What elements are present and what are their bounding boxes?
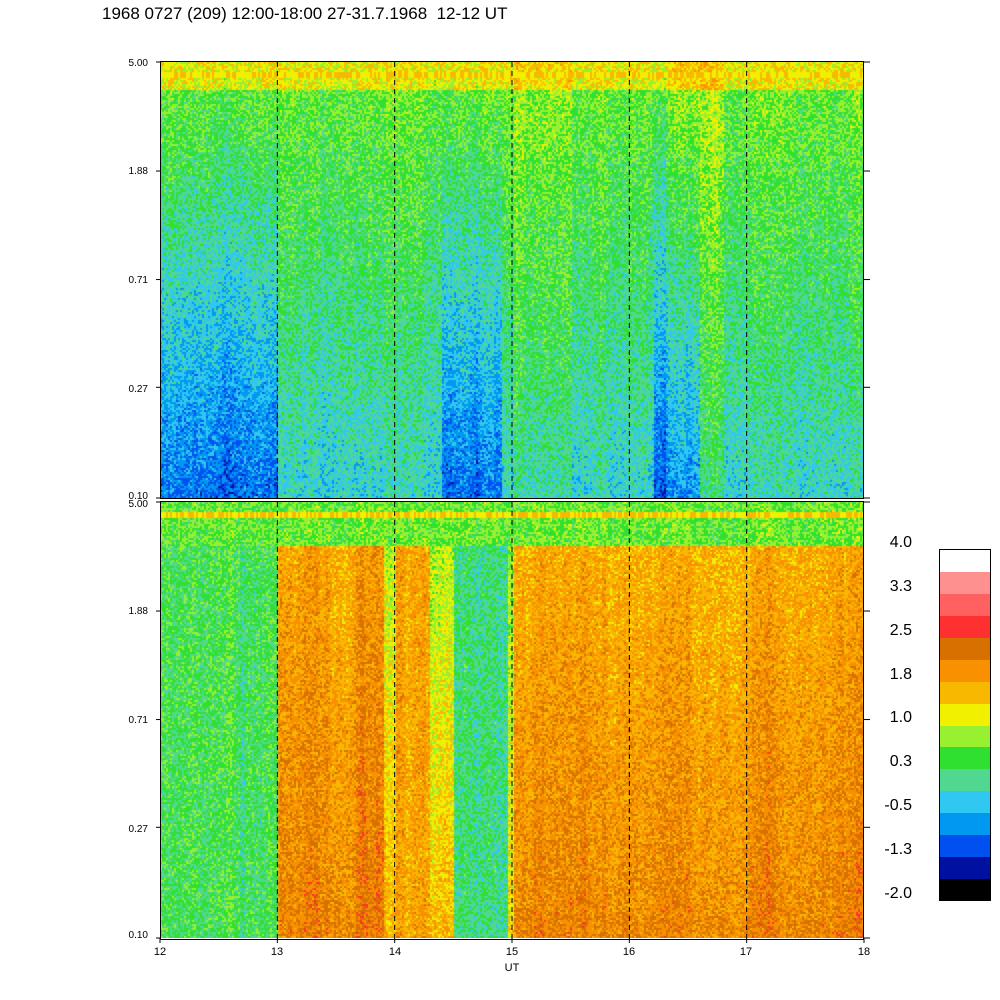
colorbar-cell [940, 593, 990, 617]
colorbar-cell [940, 659, 990, 682]
colorbar-cell [940, 615, 990, 638]
bottom-y-tick-label: 5.00 [128, 499, 148, 510]
x-axis-title: UT [504, 962, 520, 974]
colorbar-cell [940, 637, 990, 660]
colorbar-cell [940, 550, 990, 573]
x-tick-label: 18 [857, 946, 871, 958]
colorbar-label: 4.0 [889, 534, 912, 551]
colorbar-cell [940, 878, 990, 901]
bottom-y-tick-label: 1.88 [128, 606, 148, 617]
colorbar [939, 549, 991, 901]
colorbar-cell [940, 725, 990, 748]
x-tick-label: 16 [622, 946, 636, 958]
colorbar-label: 3.3 [889, 578, 912, 595]
bottom-y-tick-label: 0.10 [128, 930, 148, 941]
x-tick-label: 13 [270, 946, 284, 958]
colorbar-label: -2.0 [884, 885, 912, 902]
x-tick-label: 14 [388, 946, 402, 958]
top-y-tick-label: 0.10 [128, 491, 148, 502]
colorbar-cell [940, 834, 990, 857]
bottom-y-tick-label: 0.71 [128, 715, 148, 726]
colorbar-label: -1.3 [884, 841, 912, 858]
colorbar-cell [940, 790, 990, 813]
top-y-tick-label: 0.27 [128, 384, 148, 395]
colorbar-cell [940, 571, 990, 595]
colorbar-cell [940, 703, 990, 726]
colorbar-label: 0.3 [889, 753, 912, 770]
colorbar-label: 1.0 [889, 709, 912, 726]
colorbar-label: -0.5 [884, 797, 912, 814]
x-tick-label: 15 [505, 946, 519, 958]
colorbar-label: 1.8 [889, 666, 912, 683]
colorbar-cell [940, 812, 990, 835]
colorbar-cell [940, 856, 990, 879]
page-title: 1968 0727 (209) 12:00-18:00 27-31.7.1968… [102, 4, 508, 23]
top-y-tick-label: 1.88 [128, 166, 148, 177]
bottom-y-tick-label: 0.27 [128, 824, 148, 835]
colorbar-cell [940, 746, 990, 770]
top-y-tick-label: 0.71 [128, 275, 148, 286]
x-tick-label: 17 [739, 946, 753, 958]
colorbar-label: 2.5 [889, 622, 912, 639]
top-y-tick-label: 5.00 [128, 58, 148, 69]
x-tick-label: 12 [153, 946, 167, 958]
colorbar-cell [940, 768, 990, 792]
colorbar-cell [940, 681, 990, 704]
